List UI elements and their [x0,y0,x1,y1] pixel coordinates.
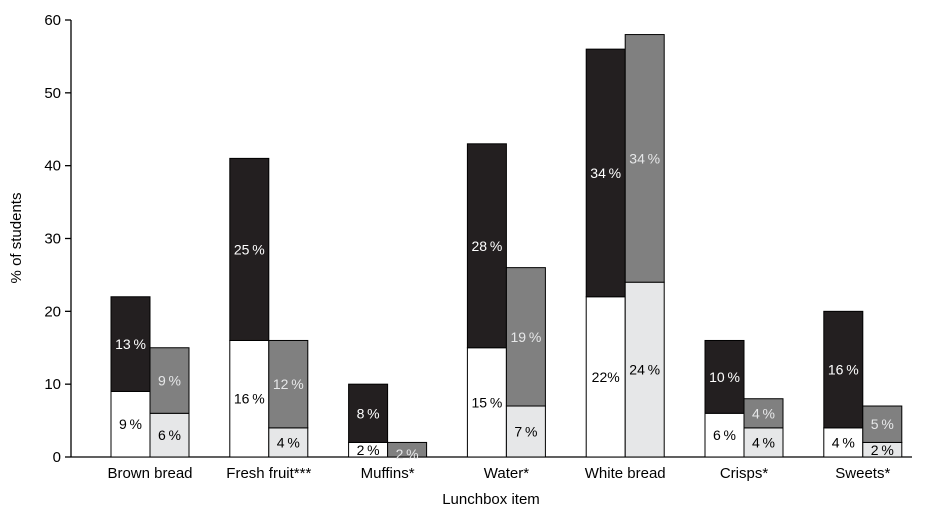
bar-segment-bottom [624,281,665,458]
bar-top-label: 34 % [629,150,660,166]
bar-segment-top [704,339,745,414]
bar-segment-top [466,143,507,349]
bar-bottom-label: 4 % [277,434,300,450]
x-axis-title: Lunchbox item [442,491,540,508]
bar-top-label: 2 % [396,446,419,462]
bar-segment-top [110,296,151,392]
bar-segment-bottom [585,296,626,458]
bar-segment-bottom [229,339,270,458]
x-tick-label: Water* [484,465,529,482]
bar-segment-bottom [505,405,546,458]
bar-top-label: 34 % [590,165,621,181]
bar-segment-bottom [743,427,784,458]
bar-bottom-label: 7 % [514,424,537,440]
bar-segment-top [348,383,389,443]
bar-segment-top [505,267,546,407]
bar-segment-top [624,34,665,283]
y-tick-label: 0 [53,449,61,466]
bar-top-label: 8 % [357,405,380,421]
bar-segment-top [743,398,784,429]
bar-bottom-label: 15 % [471,394,502,410]
y-tick-label: 60 [44,12,61,29]
x-tick-label: Crisps* [720,465,769,482]
y-tick-label: 10 [44,376,61,393]
bar-top-label: 25 % [234,241,265,257]
bar-bottom-label: 6 % [158,427,181,443]
bar-top-label: 13 % [115,336,146,352]
x-tick-label: Sweets* [835,465,890,482]
x-tick-labels: Brown bread Fresh fruit*** Muffins* Water* W… [107,465,890,482]
bar-top-label: 16 % [828,362,859,378]
bar-segment-top [149,347,190,414]
bar-top-label: 4 % [752,405,775,421]
x-tick-label: White bread [585,465,666,482]
bar-top-label: 19 % [510,329,541,345]
bar-segment-bottom [704,412,745,458]
y-axis-title: % of students [8,193,25,284]
x-tick-label: Fresh fruit*** [226,465,311,482]
bar-top-label: 9 % [158,373,181,389]
bar-segment-top [823,310,864,429]
bar-segment-bottom [466,347,507,458]
bar-bottom-label: 9 % [119,416,142,432]
bar-segment-top [387,441,428,458]
x-tick-label: Muffins* [361,465,415,482]
bar-bottom-label: 4 % [752,434,775,450]
bar-bottom-label: 22% [592,369,620,385]
bar-bottom-label: 4 % [832,434,855,450]
bar-segment-top [862,405,903,443]
y-tick-label: 40 [44,158,61,175]
bar-top-label: 5 % [871,416,894,432]
bar-segment-top [229,157,270,341]
bar-bottom-label: 2 % [871,442,894,458]
y-tick-label: 30 [44,231,61,248]
bar-segment-top [268,339,309,429]
bar-top-label: 12 % [273,376,304,392]
bar-top-label: 28 % [471,238,502,254]
y-tick-label: 20 [44,303,61,320]
y-tick-label: 50 [44,85,61,102]
bar-bottom-label: 24 % [629,362,660,378]
x-tick-label: Brown bread [107,465,192,482]
bar-bottom-label: 6 % [713,427,736,443]
bar-segment-top [585,48,626,298]
bar-bottom-label: 2 % [357,442,380,458]
bars: 9 % 13 % 6 % 9 % 16 % 25 % 4 % 12 % 2 % 8 % 2 % 15 … [110,34,903,462]
bar-top-label: 10 % [709,369,740,385]
y-ticks: 0 10 20 30 40 50 60 [44,12,71,466]
bar-bottom-label: 16 % [234,391,265,407]
